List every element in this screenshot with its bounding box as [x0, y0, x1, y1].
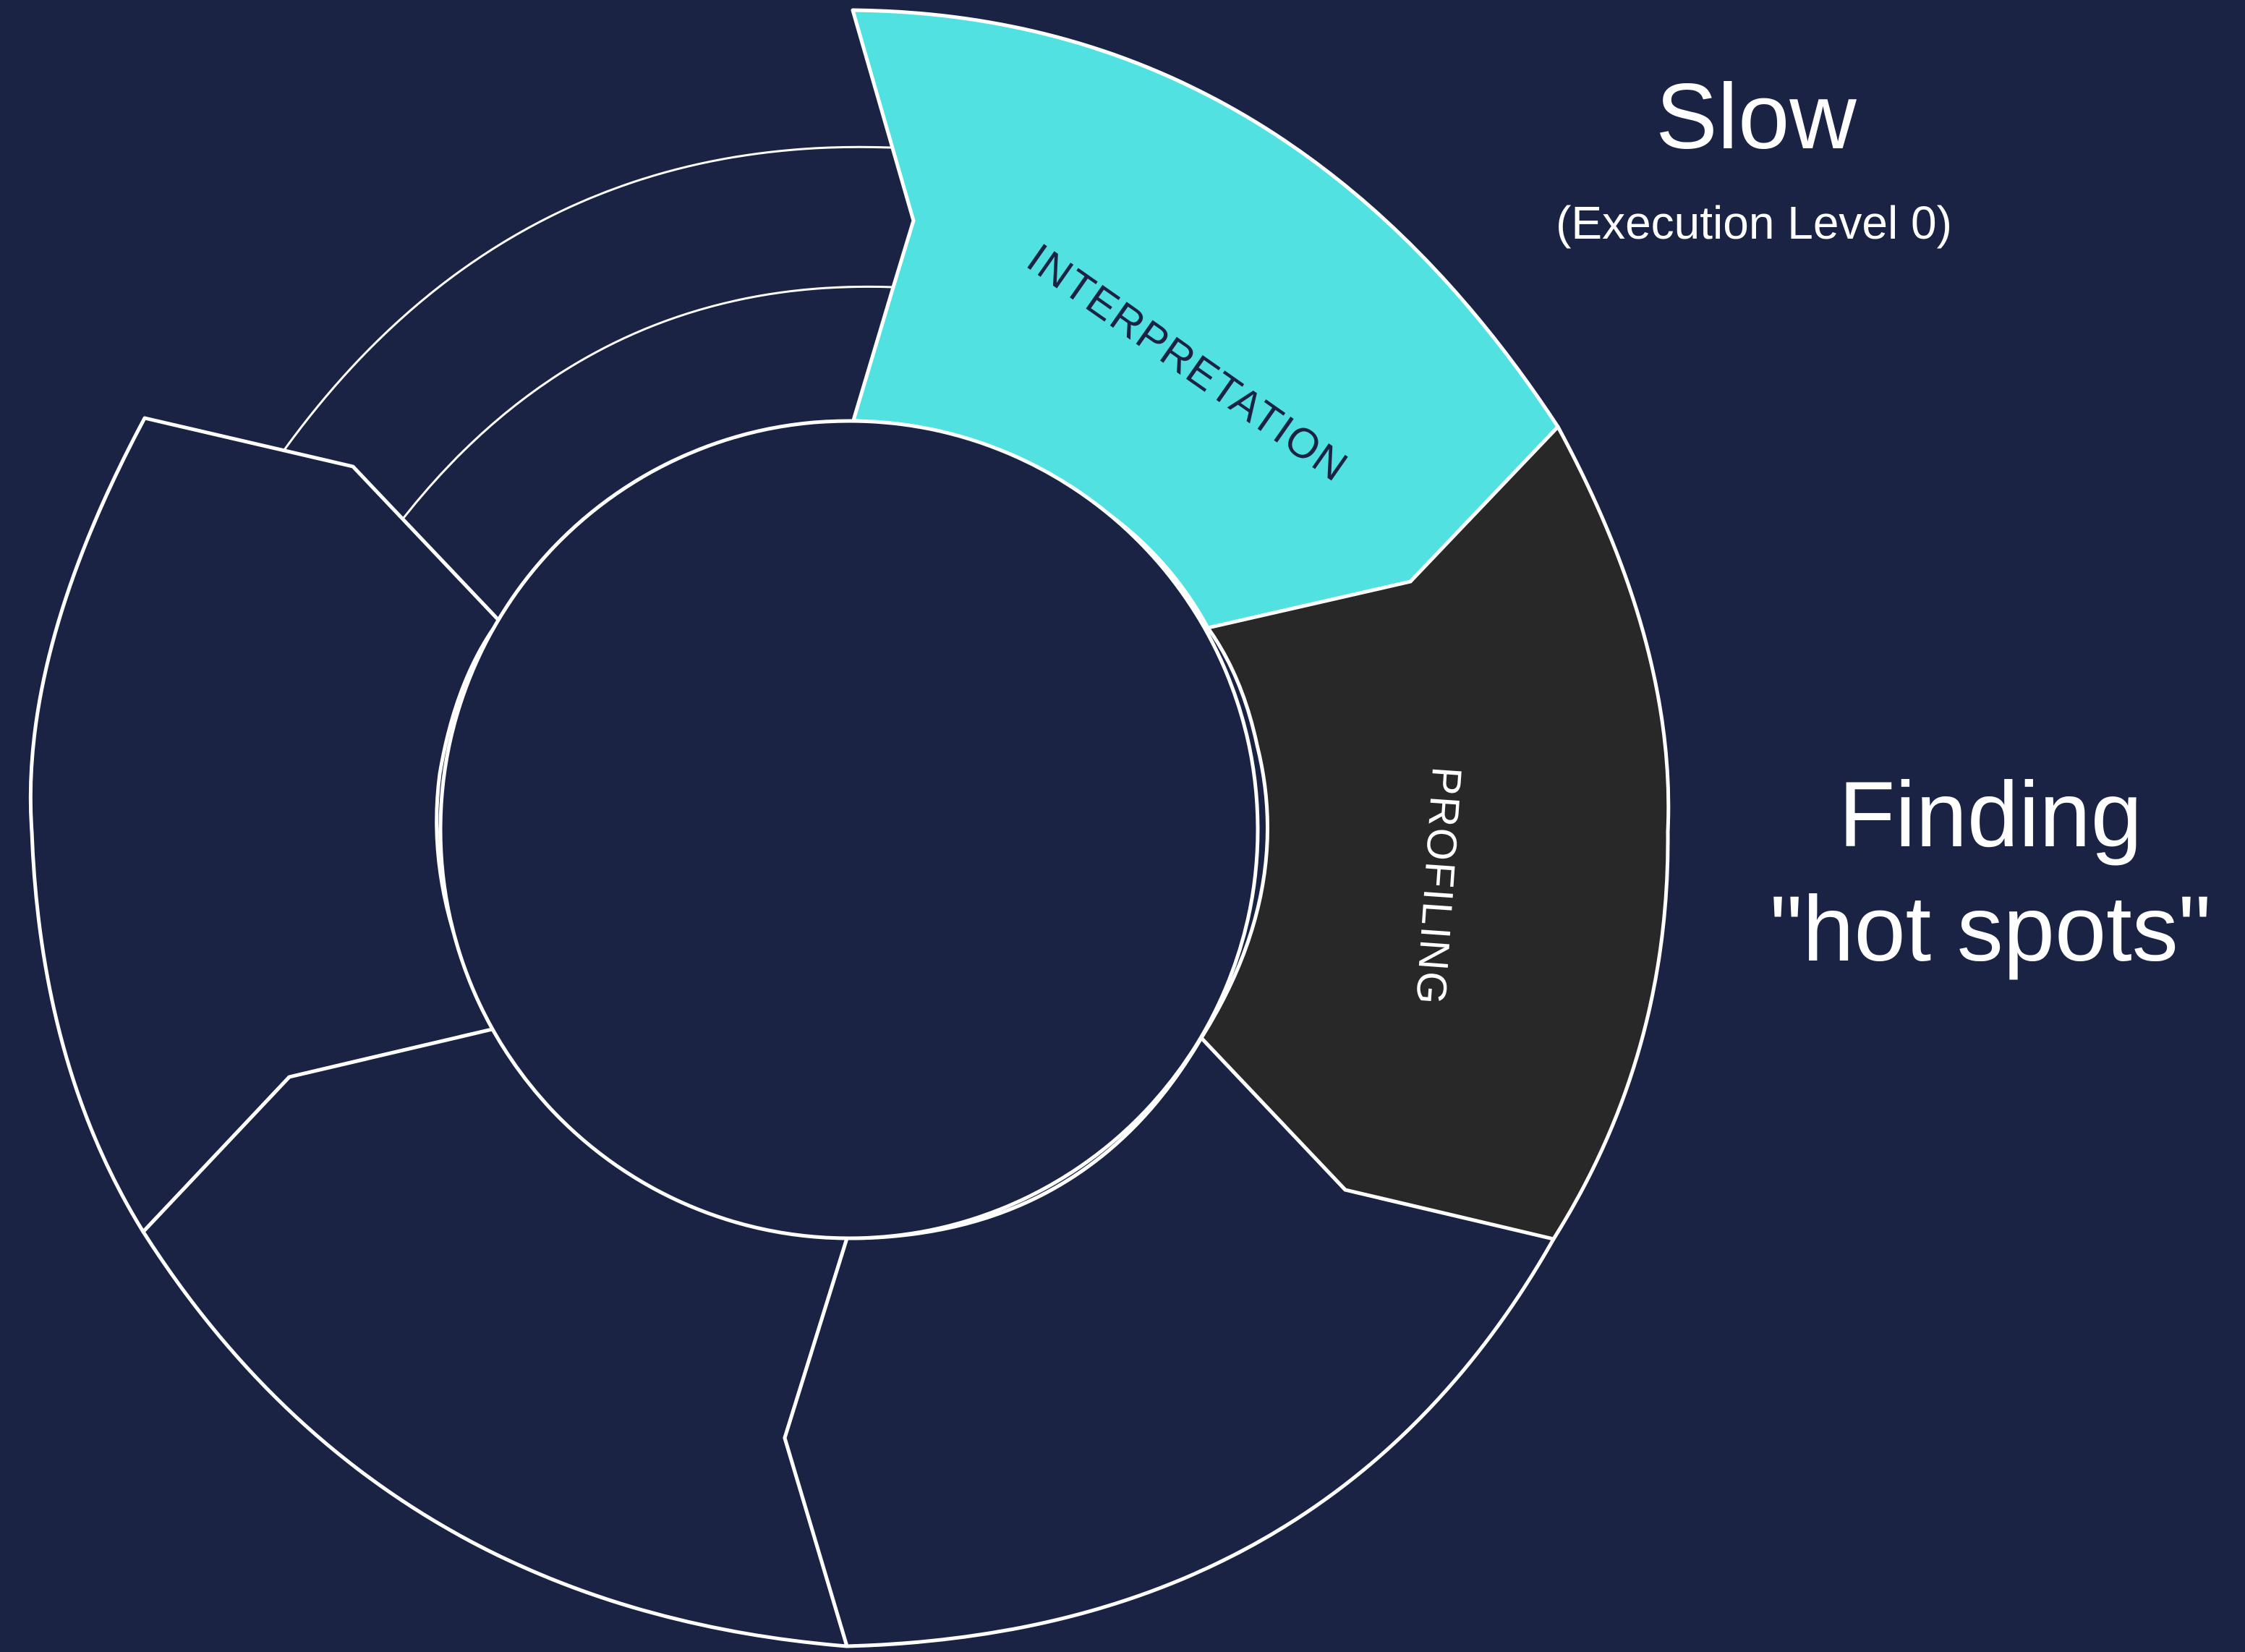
segment-profiling — [1199, 425, 1671, 1241]
segment-lower-right — [783, 1036, 1556, 1648]
ghost-track-inner — [402, 285, 894, 519]
hot-spots-line1: Finding — [1839, 763, 2142, 867]
slow-title: Slow — [1656, 65, 1857, 169]
center-hub — [438, 419, 1260, 1240]
ghost-track-outer — [283, 145, 892, 451]
slow-subtitle: (Execution Level 0) — [1556, 197, 1952, 249]
hot-spots-line2: "hot spots" — [1770, 877, 2211, 981]
segment-left — [28, 416, 501, 1234]
